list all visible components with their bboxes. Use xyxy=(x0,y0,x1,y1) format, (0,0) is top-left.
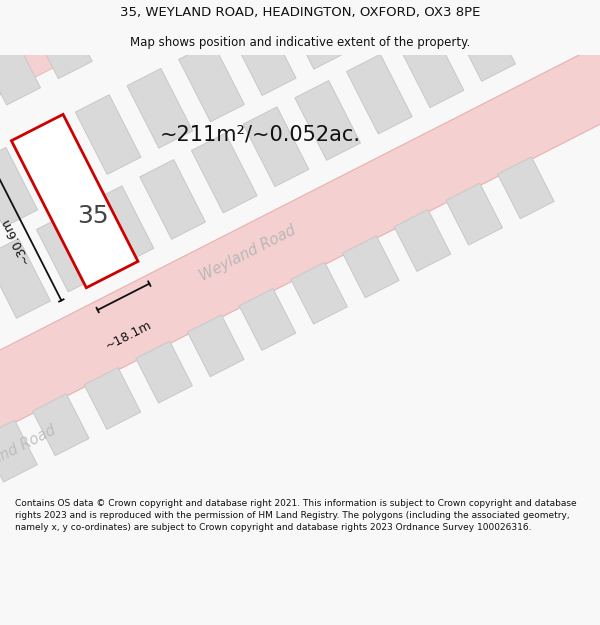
Polygon shape xyxy=(85,0,144,52)
Text: ~211m²/~0.052ac.: ~211m²/~0.052ac. xyxy=(160,125,361,145)
Polygon shape xyxy=(136,341,193,403)
Polygon shape xyxy=(84,368,140,429)
Polygon shape xyxy=(23,121,89,201)
Polygon shape xyxy=(76,95,141,174)
Text: Map shows position and indicative extent of the property.: Map shows position and indicative extent… xyxy=(130,36,470,49)
Polygon shape xyxy=(37,213,102,292)
Polygon shape xyxy=(497,157,554,219)
Text: Contains OS data © Crown copyright and database right 2021. This information is : Contains OS data © Crown copyright and d… xyxy=(15,499,577,531)
Polygon shape xyxy=(191,133,257,213)
Polygon shape xyxy=(0,239,50,318)
Polygon shape xyxy=(88,186,154,266)
Polygon shape xyxy=(0,0,26,16)
Polygon shape xyxy=(398,28,464,108)
Polygon shape xyxy=(343,236,399,298)
Text: 35, WEYLAND ROAD, HEADINGTON, OXFORD, OX3 8PE: 35, WEYLAND ROAD, HEADINGTON, OXFORD, OX… xyxy=(120,6,480,19)
Polygon shape xyxy=(282,0,348,69)
Polygon shape xyxy=(127,69,193,148)
Polygon shape xyxy=(347,54,412,134)
Polygon shape xyxy=(394,209,451,271)
Polygon shape xyxy=(334,0,400,42)
Polygon shape xyxy=(187,315,244,377)
Polygon shape xyxy=(0,148,38,227)
Text: ~18.1m: ~18.1m xyxy=(103,318,154,352)
Polygon shape xyxy=(179,42,244,122)
Polygon shape xyxy=(446,183,502,245)
Polygon shape xyxy=(32,394,89,456)
Polygon shape xyxy=(34,12,92,79)
Polygon shape xyxy=(137,0,196,26)
Polygon shape xyxy=(450,2,515,81)
Polygon shape xyxy=(239,289,296,351)
Polygon shape xyxy=(385,0,451,16)
Polygon shape xyxy=(295,81,361,160)
Polygon shape xyxy=(0,39,41,105)
Text: 35: 35 xyxy=(77,204,109,228)
Text: Weyland Road: Weyland Road xyxy=(0,423,58,484)
Polygon shape xyxy=(0,0,600,95)
Polygon shape xyxy=(0,420,37,482)
Text: Weyland Road: Weyland Road xyxy=(197,222,298,284)
Polygon shape xyxy=(243,107,309,187)
Polygon shape xyxy=(291,262,347,324)
Text: ~30.6m: ~30.6m xyxy=(0,215,32,266)
Polygon shape xyxy=(230,16,296,96)
Polygon shape xyxy=(0,44,600,430)
Polygon shape xyxy=(140,159,205,239)
Polygon shape xyxy=(11,114,138,288)
